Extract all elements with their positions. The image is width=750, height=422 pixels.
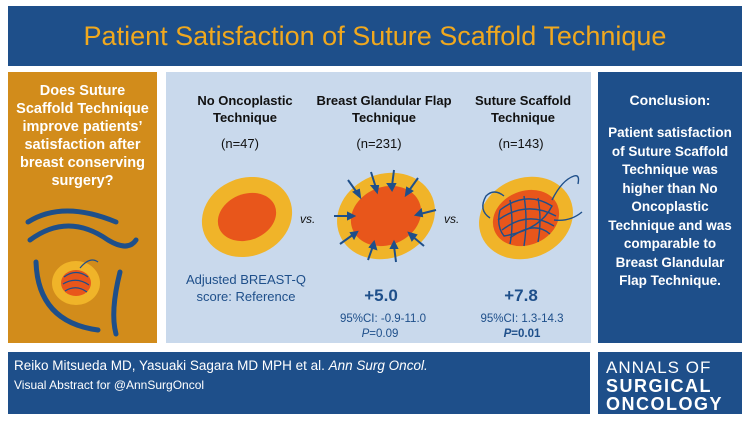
- logo-line-3: ONCOLOGY: [606, 394, 724, 414]
- column-heading-no-oncoplastic: No Oncoplastic Technique: [197, 93, 293, 125]
- conclusion-title: Conclusion:: [629, 92, 711, 108]
- scaffold-p-value: P=0.01: [472, 327, 572, 342]
- question-panel: Does Suture Scaffold Technique improve p…: [8, 72, 157, 343]
- visual-abstract-credit: Visual Abstract for @AnnSurgOncol: [14, 378, 205, 392]
- column-heading-suture-scaffold: Suture Scaffold Technique: [474, 93, 572, 125]
- glandular-effect-value: +5.0: [364, 286, 398, 305]
- column-n-suture-scaffold: (n=143): [498, 136, 544, 151]
- scaffold-ci: 95%CI: 1.3-14.3: [480, 313, 564, 325]
- scaffold-p-label: P: [503, 328, 512, 340]
- journal-logo: ANNALS OF SURGICAL ONCOLOGY: [598, 352, 742, 414]
- conclusion-panel: Conclusion: Patient satisfaction of Sutu…: [598, 72, 742, 343]
- scaffold-p-number: =0.01: [511, 328, 541, 340]
- reference-label: Adjusted BREAST-Q score: Reference: [186, 272, 306, 304]
- title-bar: Patient Satisfaction of Suture Scaffold …: [8, 6, 742, 66]
- page-title: Patient Satisfaction of Suture Scaffold …: [83, 21, 667, 51]
- column-heading-glandular-flap: Breast Glandular Flap Technique: [316, 93, 452, 125]
- authors-line: Reiko Mitsueda MD, Yasuaki Sagara MD MPH…: [14, 358, 428, 373]
- glandular-p-number: =0.09: [369, 328, 399, 340]
- breast-glandular-flap-icon: [334, 169, 437, 263]
- breast-suture-scaffold-icon: [479, 174, 583, 260]
- logo-line-2: SURGICAL: [606, 376, 712, 396]
- glandular-p-value: P=0.09: [330, 327, 430, 342]
- conclusion-text: Patient satisfaction of Suture Scaffold …: [608, 125, 732, 288]
- breast-suture-illustration: [25, 208, 139, 337]
- breast-no-oncoplastic-icon: [201, 176, 293, 258]
- logo-line-1: ANNALS OF: [606, 358, 712, 377]
- column-n-glandular-flap: (n=231): [356, 136, 402, 151]
- question-text: Does Suture Scaffold Technique improve p…: [16, 83, 149, 189]
- citation-bar: Reiko Mitsueda MD, Yasuaki Sagara MD MPH…: [8, 352, 590, 414]
- vs-label-2: vs.: [444, 212, 460, 226]
- journal: Ann Surg Oncol.: [328, 358, 428, 373]
- column-n-no-oncoplastic: (n=47): [221, 136, 259, 151]
- glandular-p-label: P: [361, 328, 370, 340]
- vs-label-1: vs.: [300, 212, 316, 226]
- glandular-ci: 95%CI: -0.9-11.0: [339, 313, 427, 325]
- authors: Reiko Mitsueda MD, Yasuaki Sagara MD MPH…: [14, 358, 325, 373]
- scaffold-effect-value: +7.8: [504, 286, 538, 305]
